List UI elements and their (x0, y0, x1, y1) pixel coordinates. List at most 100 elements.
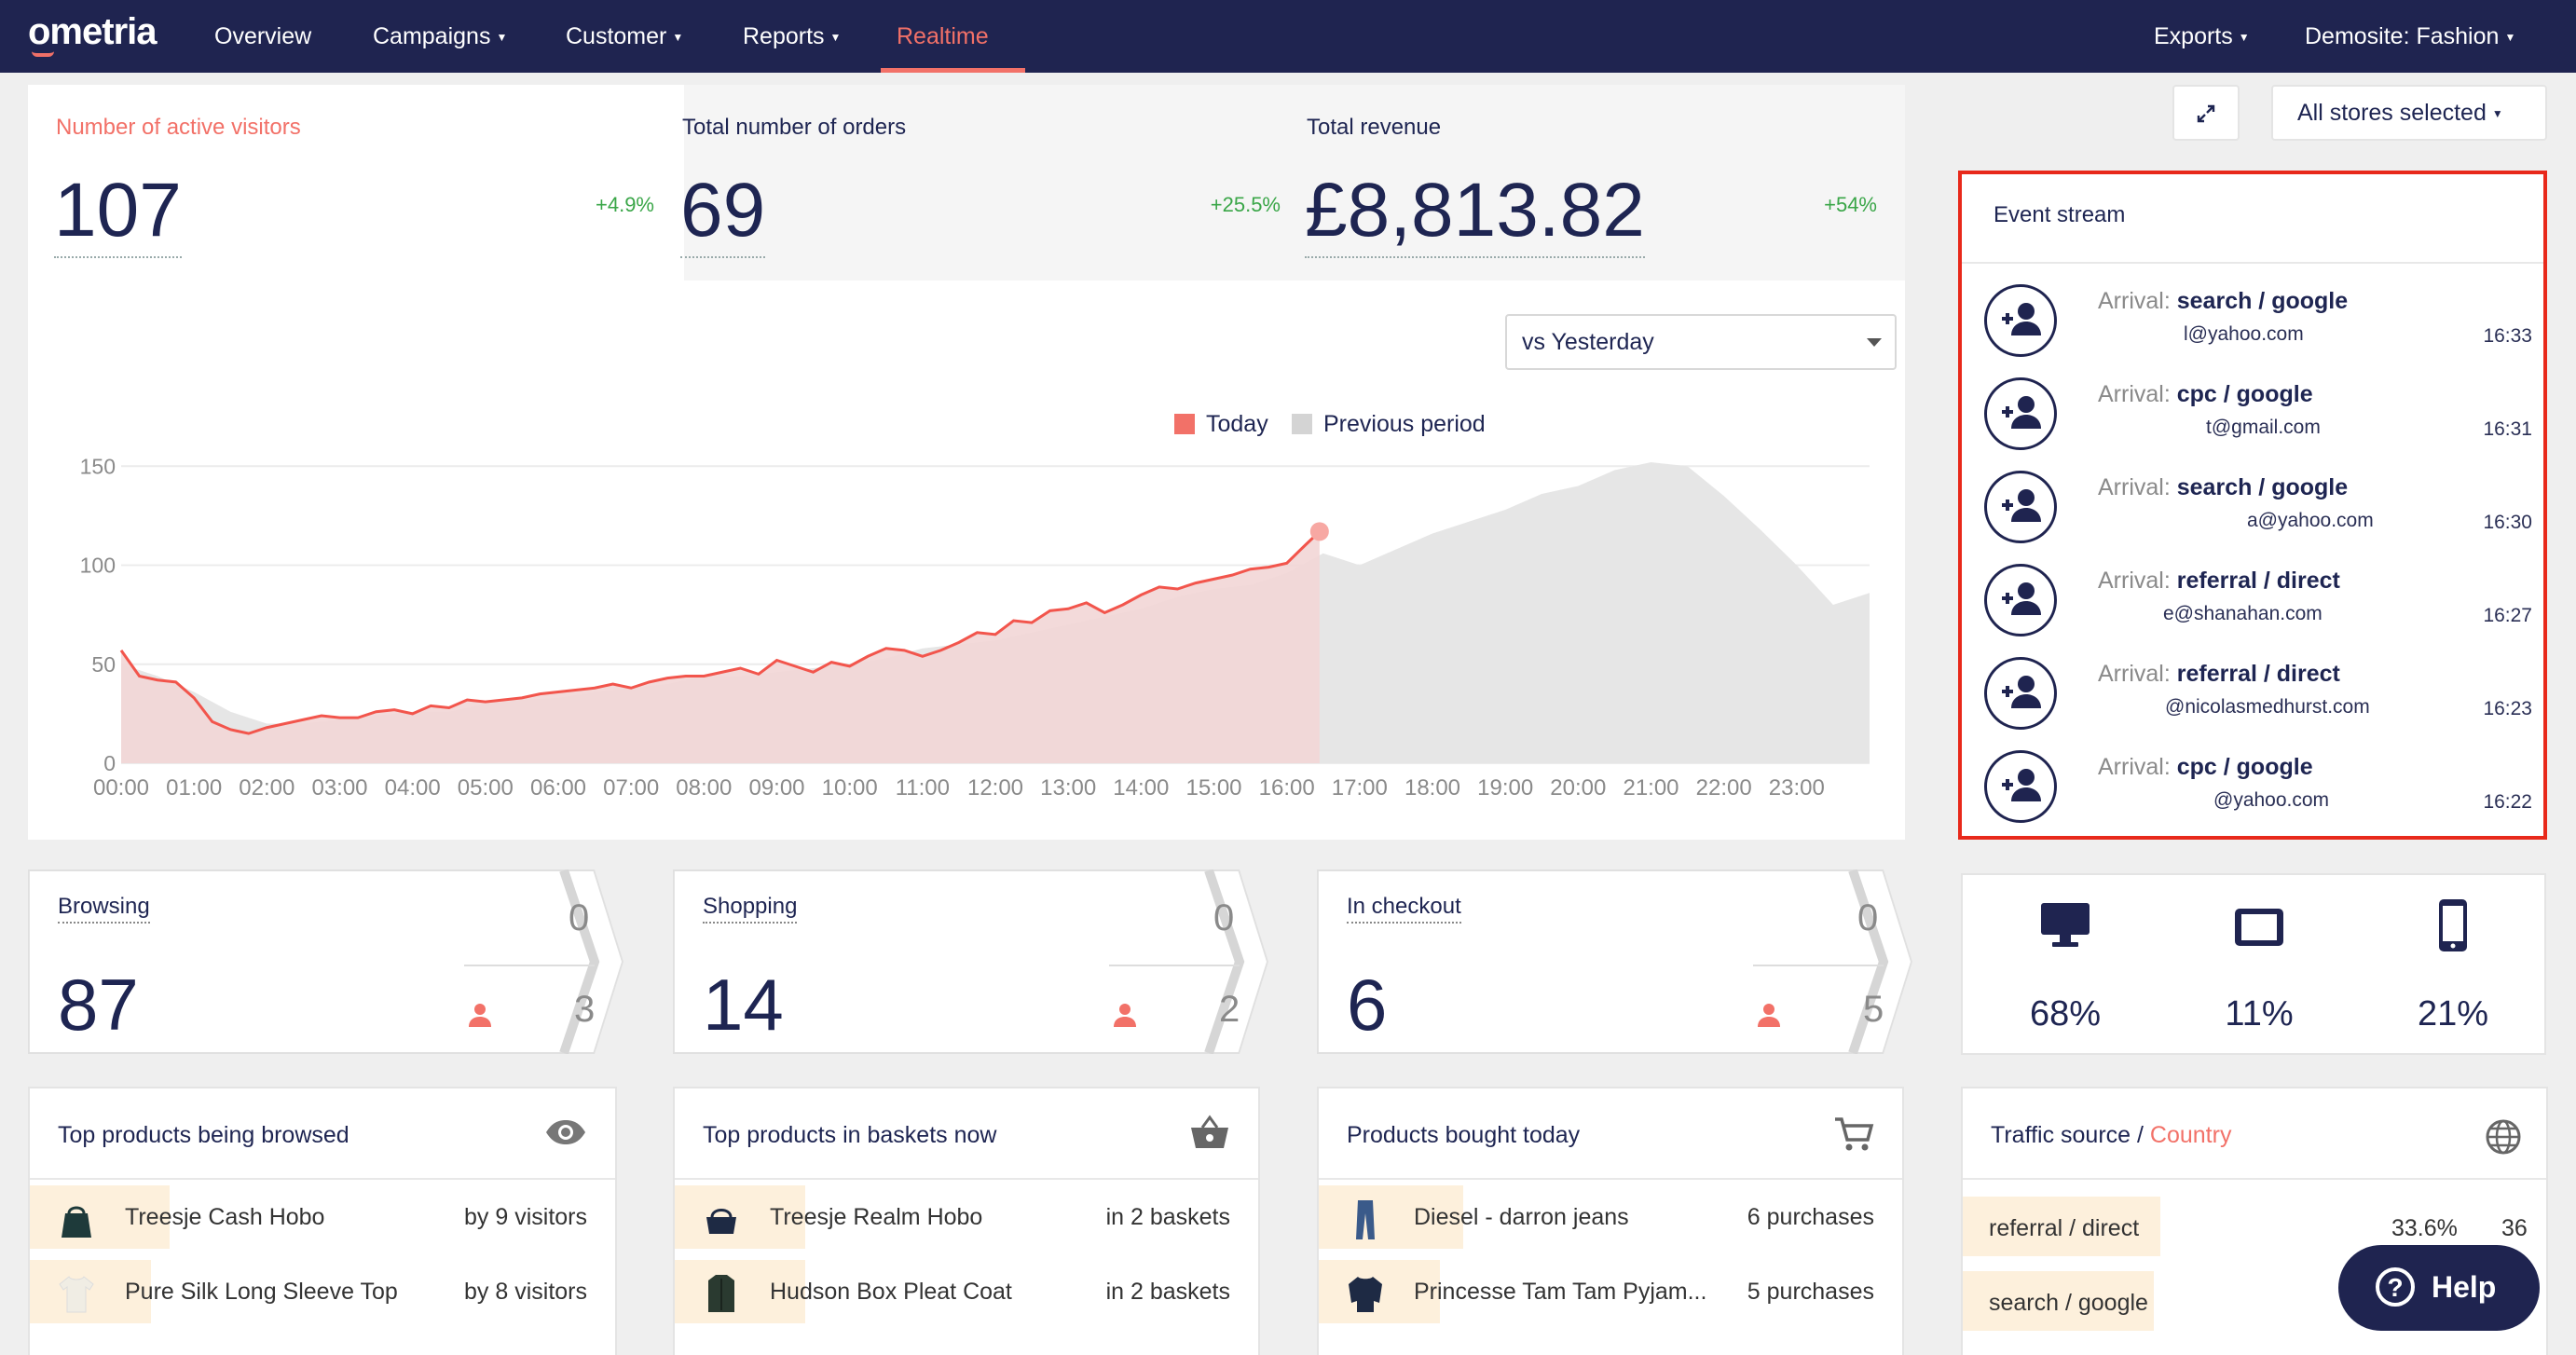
x-tick-label: 08:00 (676, 775, 732, 801)
kpi-label: Total revenue (1307, 115, 1442, 140)
event-item[interactable]: Arrival: cpc / google t@gmail.com 16:31 (1984, 370, 2534, 454)
divider (675, 1178, 1258, 1180)
list-item[interactable]: Princesse Tam Tam Pyjam... 5 purchases (1319, 1260, 1902, 1334)
stage-count: 2 (1219, 989, 1240, 1030)
compare-period-select[interactable]: vs Yesterday (1505, 314, 1897, 370)
handbag-thumbnail (62, 1206, 91, 1238)
event-time: 16:30 (2483, 512, 2532, 533)
person-icon (469, 1004, 491, 1027)
popularity-bar (30, 1260, 151, 1323)
expand-icon (2197, 104, 2215, 123)
nav-demosite[interactable]: Demosite: Fashion ▼ (2305, 23, 2516, 49)
nav-realtime[interactable]: Realtime (897, 23, 989, 49)
globe-icon[interactable] (2485, 1118, 2522, 1156)
stage-zero: 0 (1857, 897, 1879, 938)
event-item[interactable]: Arrival: referral / direct @nicolasmedhur… (1984, 650, 2534, 733)
dropdown-arrow-icon (1867, 338, 1882, 347)
top-thumbnail (59, 1276, 94, 1313)
event-headline: Arrival: search / google (2098, 474, 2349, 500)
product-meta: by 8 visitors (464, 1279, 587, 1305)
top-nav: ometria Overview Campaigns ▼ Customer ▼ Re… (0, 0, 2576, 73)
today-area (121, 531, 1320, 763)
event-time: 16:22 (2483, 791, 2532, 813)
stage-zero: 0 (569, 897, 590, 938)
kpi-value: £8,813.82 (1305, 167, 1645, 258)
nav-reports[interactable]: Reports ▼ (743, 23, 842, 49)
x-tick-label: 20:00 (1550, 775, 1606, 801)
list-item[interactable]: Pure Silk Long Sleeve Top by 8 visitors (30, 1260, 615, 1334)
divider (1109, 965, 1240, 966)
stage-arrow-shape (28, 869, 623, 1054)
event-email: @nicolasmedhurst.com (2165, 696, 2370, 718)
source-count: 36 (2501, 1215, 2528, 1241)
fullscreen-button[interactable] (2172, 85, 2240, 141)
logo-smile-mark (32, 51, 54, 57)
nav-campaigns[interactable]: Campaigns ▼ (373, 23, 508, 49)
person-icon (1114, 1004, 1136, 1027)
source-name: search / google (1989, 1290, 2148, 1316)
kpi-label: Number of active visitors (56, 115, 301, 140)
kpi-total-orders[interactable]: Total number of orders 69 +25.5% (654, 85, 1281, 281)
ometria-logo[interactable]: ometria (28, 11, 157, 52)
divider (1962, 262, 2543, 264)
previous-period-area (121, 462, 1870, 763)
list-item[interactable]: Diesel - darron jeans 6 purchases (1319, 1185, 1902, 1260)
desktop-share: 68% (2029, 994, 2102, 1033)
x-tick-label: 12:00 (967, 775, 1023, 801)
country-toggle[interactable]: Country (2149, 1122, 2232, 1148)
event-time: 16:27 (2483, 605, 2532, 626)
traffic-row[interactable]: search / google (1963, 1271, 2546, 1334)
device-breakdown-panel: 68% 11% 21% (1961, 873, 2546, 1055)
legend-swatch-today (1174, 414, 1195, 434)
popularity-bar (1319, 1185, 1463, 1249)
stores-select[interactable]: All stores selected ▼ (2271, 85, 2547, 141)
top-baskets-panel: Top products in baskets now Treesje Real… (673, 1087, 1260, 1355)
x-tick-label: 18:00 (1404, 775, 1460, 801)
stage-label: Browsing (58, 894, 150, 924)
nav-customer[interactable]: Customer ▼ (566, 23, 684, 49)
event-item[interactable]: Arrival: search / google l@yahoo.com 16:33 (1984, 277, 2534, 361)
kpi-value: 107 (54, 167, 182, 258)
event-item[interactable]: Arrival: referral / direct e@shanahan.com… (1984, 556, 2534, 640)
add-person-icon (1984, 377, 2057, 450)
caret-down-icon: ▼ (2491, 107, 2503, 121)
kpi-label: Total number of orders (682, 115, 907, 140)
list-item[interactable]: Hudson Box Pleat Coat in 2 baskets (675, 1260, 1258, 1334)
funnel-stage-browsing[interactable]: Browsing 87 0 3 (28, 869, 624, 1054)
traffic-row[interactable]: referral / direct 33.6% 36 (1963, 1197, 2546, 1260)
x-tick-label: 10:00 (822, 775, 878, 801)
current-point-marker (1309, 522, 1329, 541)
panel-title: Top products being browsed (58, 1122, 349, 1148)
share-bar (1963, 1197, 2160, 1256)
event-item[interactable]: Arrival: cpc / google @yahoo.com 16:22 (1984, 743, 2534, 827)
caret-down-icon: ▼ (829, 31, 842, 45)
kpi-active-visitors[interactable]: Number of active visitors 107 +4.9% (28, 85, 654, 281)
funnel-stage-shopping[interactable]: Shopping 14 0 2 (673, 869, 1269, 1054)
product-name: Pure Silk Long Sleeve Top (125, 1279, 398, 1305)
x-tick-label: 02:00 (239, 775, 295, 801)
stage-value: 87 (58, 964, 139, 1046)
kpi-delta: +54% (1824, 193, 1877, 216)
add-person-icon (1984, 284, 2057, 357)
panel-title: Products bought today (1347, 1122, 1581, 1148)
event-time: 16:31 (2483, 418, 2532, 440)
kpi-total-revenue[interactable]: Total revenue £8,813.82 +54% (1279, 85, 1877, 281)
funnel-stage-in-checkout[interactable]: In checkout 6 0 5 (1317, 869, 1913, 1054)
list-item[interactable]: Treesje Cash Hobo by 9 visitors (30, 1185, 615, 1260)
panel-title: Traffic source / Country (1991, 1122, 2232, 1148)
pyjama-thumbnail (1349, 1277, 1382, 1312)
event-email: e@shanahan.com (2163, 603, 2323, 624)
kpi-delta: +25.5% (1210, 193, 1281, 216)
top-browsed-panel: Top products being browsed Treesje Cash … (28, 1087, 617, 1355)
list-item[interactable]: Treesje Realm Hobo in 2 baskets (675, 1185, 1258, 1260)
add-person-icon (1984, 471, 2057, 543)
product-meta: in 2 baskets (1105, 1279, 1230, 1305)
bought-today-panel: Products bought today Diesel - darron je… (1317, 1087, 1904, 1355)
kpi-delta: +4.9% (596, 193, 654, 216)
nav-overview[interactable]: Overview (214, 23, 312, 49)
help-button[interactable]: ? Help (2338, 1245, 2540, 1331)
stage-value: 14 (703, 964, 784, 1046)
share-bar (1963, 1271, 2154, 1331)
event-item[interactable]: Arrival: search / google a@yahoo.com 16:30 (1984, 463, 2534, 547)
nav-exports[interactable]: Exports ▼ (2154, 23, 2250, 49)
